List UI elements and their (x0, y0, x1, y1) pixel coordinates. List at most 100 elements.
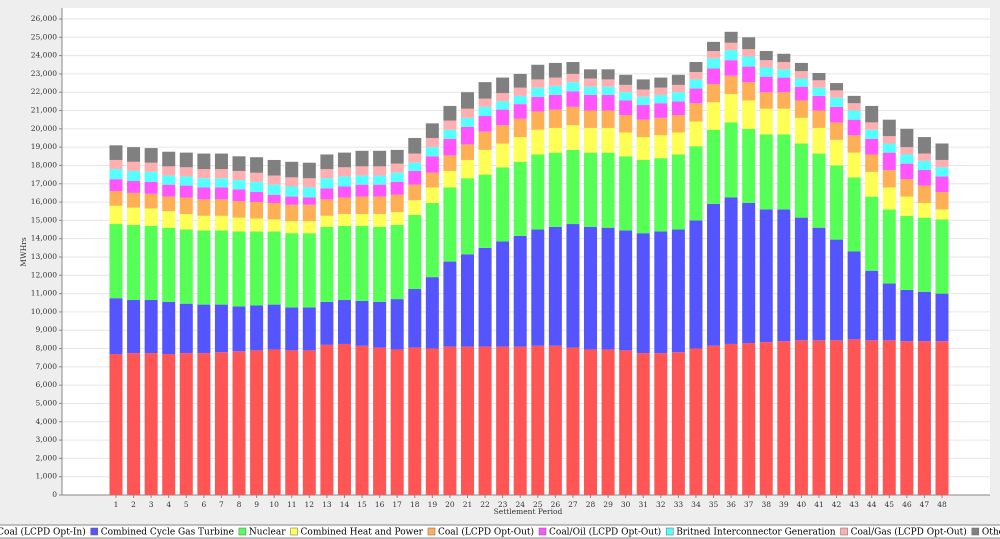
bar-segment (232, 156, 246, 171)
y-tick-label: 16,000 (31, 197, 57, 206)
bar-segment (619, 84, 633, 93)
bar-segment (302, 307, 316, 351)
bar-segment (794, 62, 808, 72)
bar-segment (390, 163, 404, 173)
bar-segment (566, 224, 580, 348)
bar-segment (320, 154, 334, 170)
bar-segment (671, 115, 685, 133)
bar-segment (127, 207, 141, 225)
bar-segment (267, 304, 281, 350)
bar-segment (250, 191, 264, 203)
bar-segment (179, 213, 193, 230)
bar-segment (654, 77, 668, 88)
bar-segment (460, 159, 474, 179)
bar-segment (214, 215, 228, 231)
bar-segment (917, 160, 931, 171)
bar-segment (355, 184, 369, 197)
bar-segment (548, 226, 562, 346)
bar-segment (513, 346, 527, 495)
x-tick-label: 3 (149, 500, 154, 509)
x-tick-label: 10 (269, 500, 279, 509)
bar-segment (865, 196, 879, 271)
bar-segment (127, 192, 141, 208)
x-tick-label: 6 (201, 500, 206, 509)
x-tick-label: 19 (428, 500, 438, 509)
bar-segment (724, 197, 738, 344)
bar-segment (320, 226, 334, 302)
bar-segment (707, 51, 721, 59)
bar-segment (197, 353, 211, 495)
bar-segment (917, 185, 931, 203)
bar-segment (127, 161, 141, 171)
y-tick-label: 17,000 (31, 179, 57, 188)
bar-segment (214, 352, 228, 495)
bar-segment (337, 152, 351, 168)
bar-segment (320, 178, 334, 189)
bar-segment (812, 87, 826, 96)
bar-segment (443, 105, 457, 121)
bar-segment (601, 227, 615, 350)
bar-segment (548, 109, 562, 128)
bar-segment (144, 162, 158, 172)
bar-segment (548, 62, 562, 78)
bar-segment (566, 91, 580, 107)
x-tick-label: 20 (445, 500, 455, 509)
legend-swatch (538, 527, 547, 536)
x-tick-label: 22 (480, 500, 490, 509)
bar-segment (935, 191, 949, 210)
bar-segment (197, 178, 211, 188)
bar-segment (619, 74, 633, 85)
bar-segment (601, 349, 615, 495)
bar-segment (654, 231, 668, 354)
bar-segment (777, 62, 791, 70)
bar-segment (566, 73, 580, 83)
bar-segment (917, 153, 931, 161)
bar-segment (408, 289, 422, 348)
bar-segment (794, 86, 808, 101)
bar-segment (882, 340, 896, 495)
bar-segment (636, 353, 650, 495)
x-tick-label: 21 (463, 500, 473, 509)
bar-segment (531, 229, 545, 346)
bar-segment (566, 106, 580, 126)
bar-segment (513, 161, 527, 236)
bar-segment (127, 353, 141, 495)
bar-segment (425, 202, 439, 278)
bar-segment (689, 79, 703, 89)
bar-segment (742, 343, 756, 495)
bar-segment (197, 304, 211, 354)
x-tick-label: 24 (515, 500, 525, 509)
legend-swatch (971, 527, 980, 536)
bar-segment (355, 225, 369, 301)
bar-segment (882, 170, 896, 188)
bar-segment (320, 169, 334, 179)
bar-segment (777, 209, 791, 342)
bar-segment (882, 152, 896, 171)
bar-segment (302, 162, 316, 179)
bar-segment (460, 144, 474, 160)
bar-segment (513, 87, 527, 96)
bar-segment (654, 158, 668, 232)
bar-segment (619, 115, 633, 133)
bar-segment (935, 159, 949, 168)
bar-segment (302, 350, 316, 495)
bar-segment (214, 178, 228, 188)
bar-segment (320, 344, 334, 495)
bar-segment (390, 194, 404, 213)
bar-segment (109, 224, 123, 299)
bar-segment (144, 181, 158, 194)
x-tick-label: 9 (254, 500, 259, 509)
x-tick-label: 43 (849, 500, 859, 509)
legend-swatch (427, 527, 436, 536)
bar-segment (584, 152, 598, 227)
x-tick-label: 29 (603, 500, 613, 509)
bar-segment (109, 298, 123, 355)
y-tick-label: 8,000 (36, 344, 58, 353)
bar-segment (390, 224, 404, 300)
bar-segment (337, 225, 351, 301)
bar-segment (619, 100, 633, 116)
y-tick-label: 19,000 (31, 142, 57, 151)
bar-segment (285, 161, 299, 178)
bar-segment (496, 109, 510, 126)
bar-segment (548, 345, 562, 495)
